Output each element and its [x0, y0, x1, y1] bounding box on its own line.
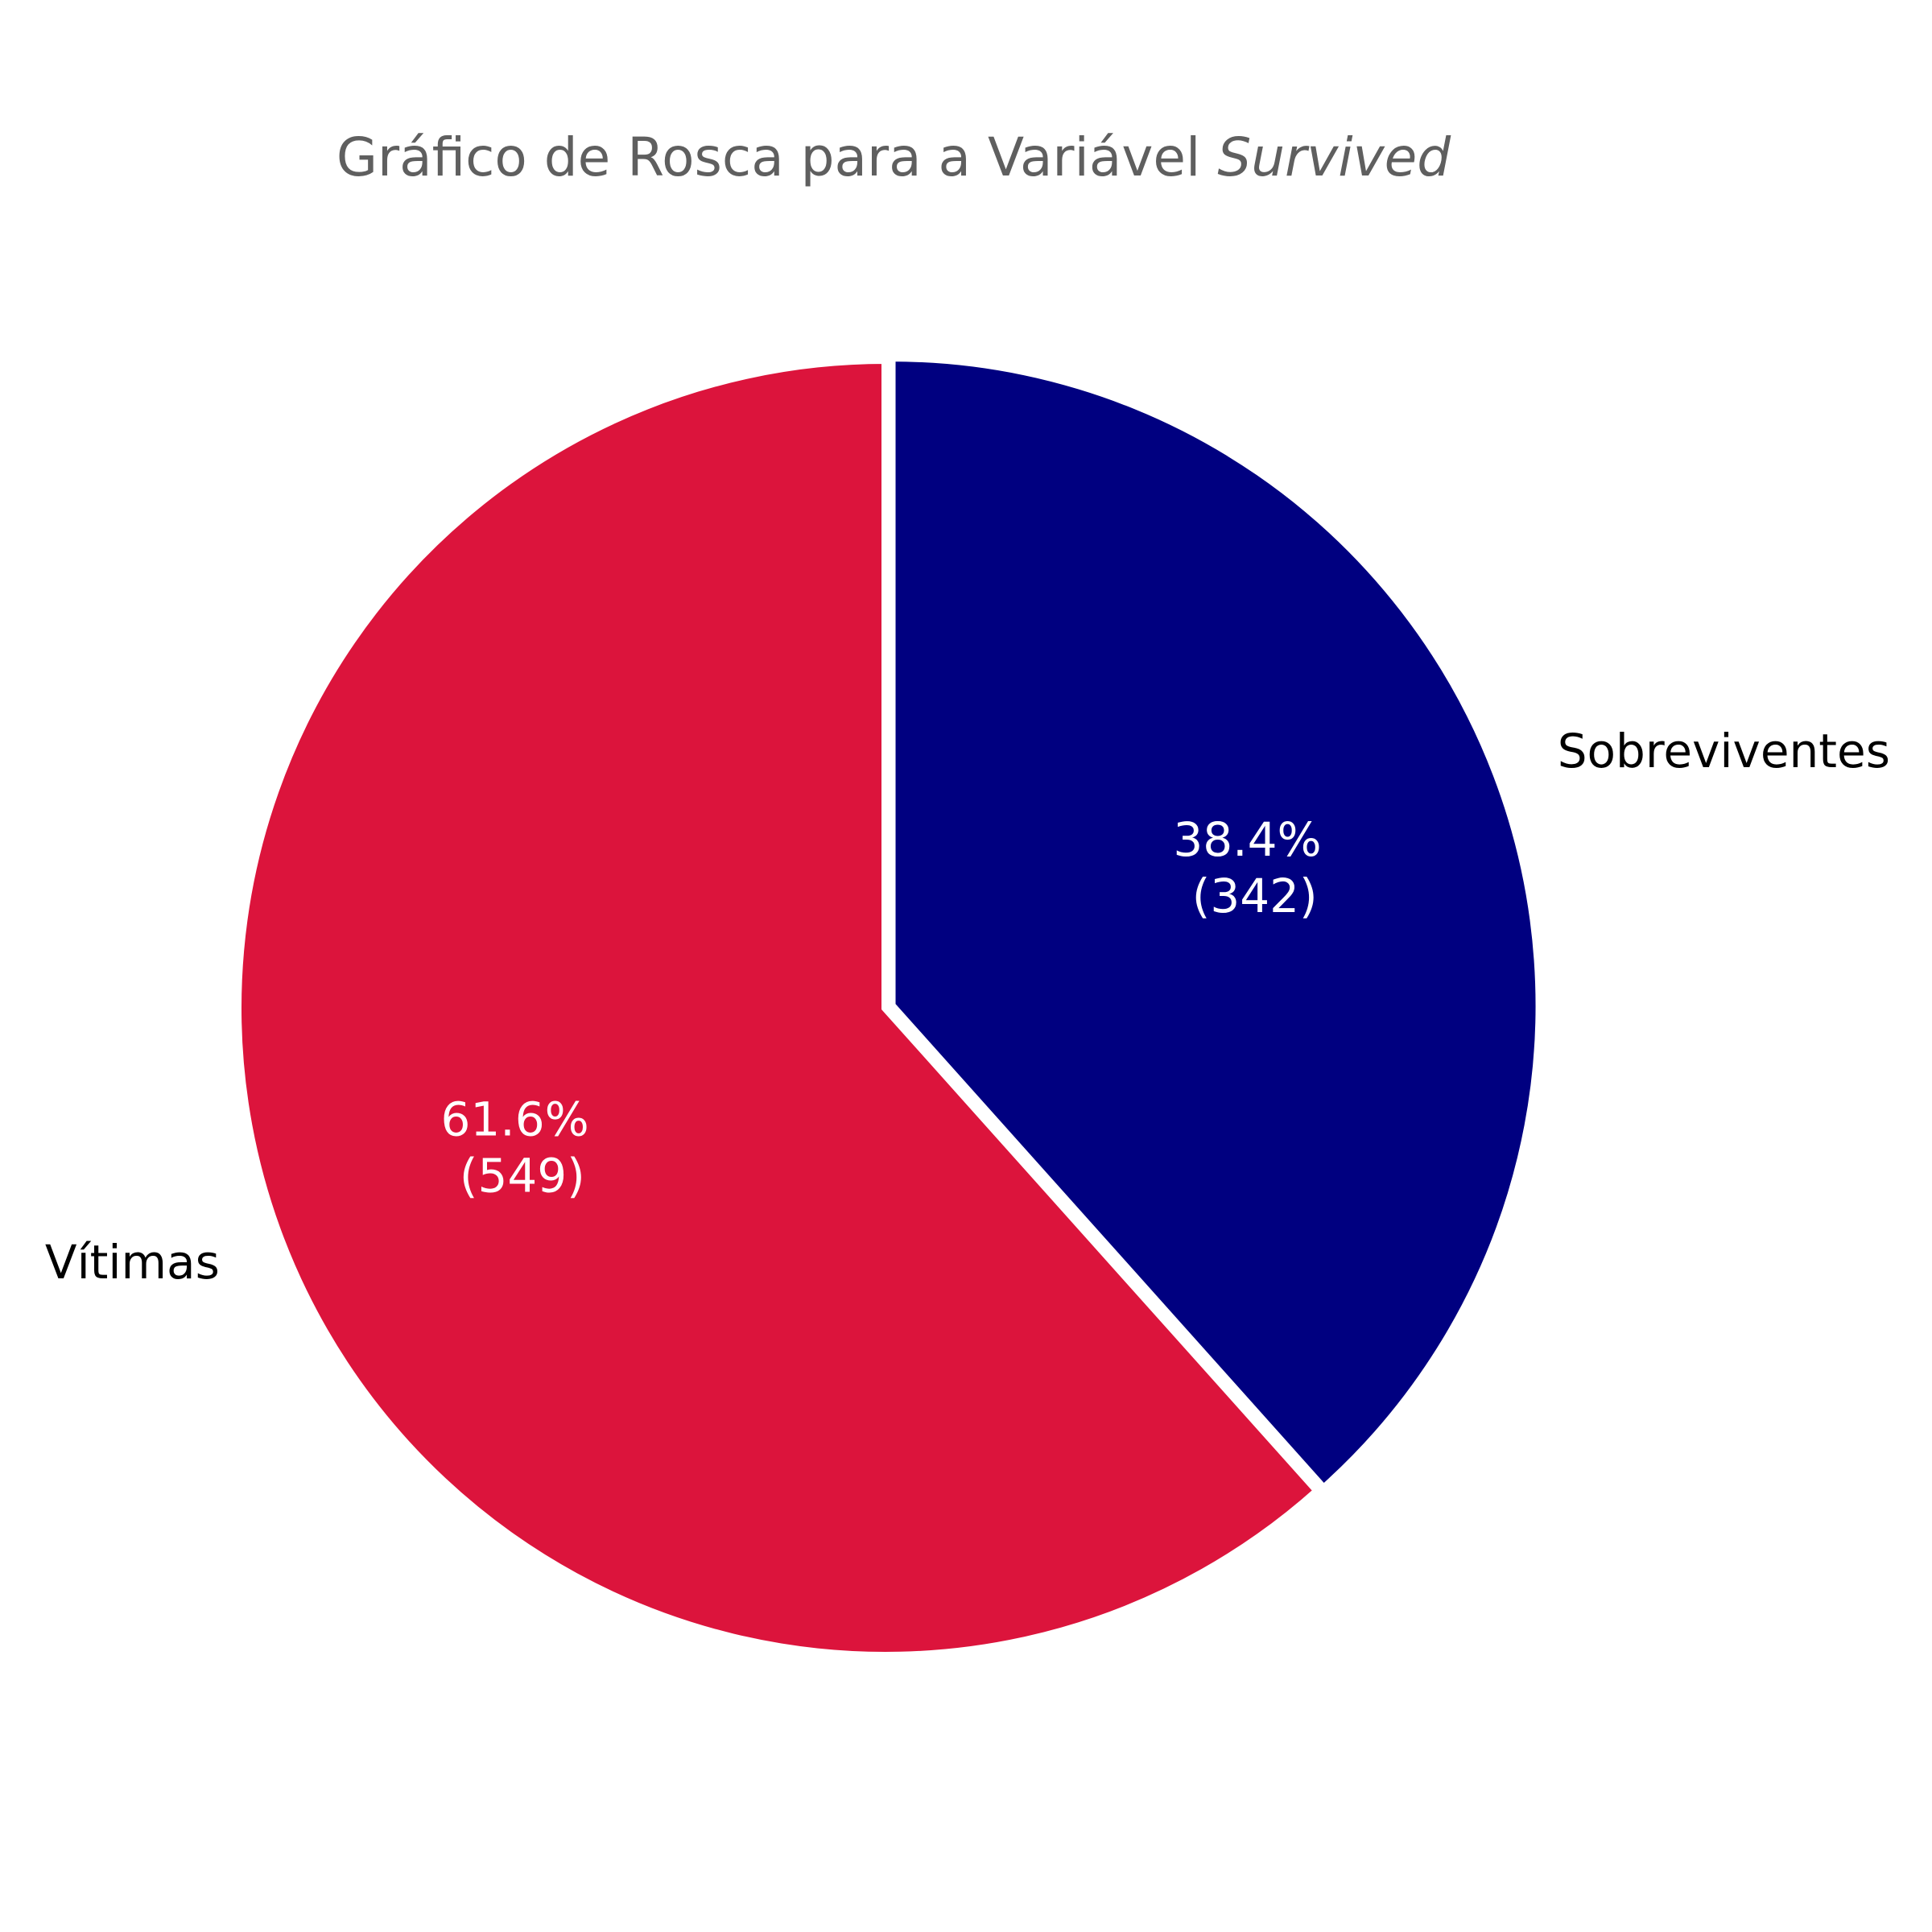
- slice-value-sobreviventes: 38.4% (342): [1173, 812, 1336, 923]
- chart-title: Gráfico de Rosca para a Variável Survive…: [336, 126, 1451, 188]
- slice-label-vitimas: Vítimas: [45, 1235, 220, 1290]
- slice-value-vitimas: 61.6% (549): [440, 1092, 604, 1203]
- slice-percent-vitimas: 61.6%: [440, 1092, 588, 1146]
- slice-count-vitimas: (549): [460, 1148, 585, 1203]
- chart-title-main: Gráfico de Rosca para a Variável: [336, 126, 1201, 188]
- pie-slice-sobreviventes: [887, 353, 1544, 1495]
- pie-slice-vitimas: [233, 355, 1323, 1660]
- slice-count-sobreviventes: (342): [1192, 869, 1318, 923]
- chart-title-emphasis: Survived: [1217, 126, 1451, 188]
- slice-percent-sobreviventes: 38.4%: [1173, 812, 1321, 867]
- slice-label-sobreviventes: Sobreviventes: [1558, 724, 1890, 778]
